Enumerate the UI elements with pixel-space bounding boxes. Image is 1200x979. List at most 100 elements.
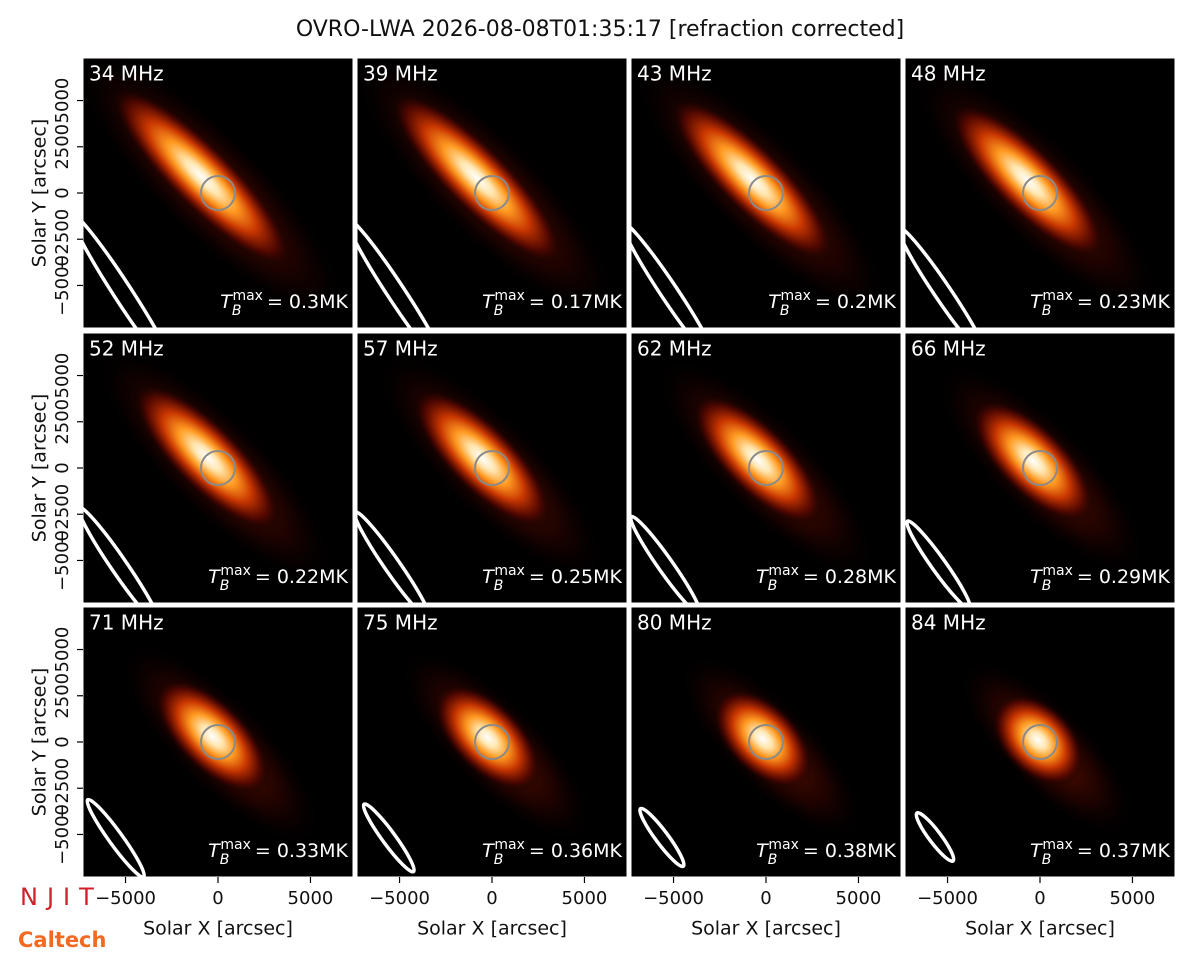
solar-disk (748, 724, 784, 760)
panel-frame (356, 57, 628, 329)
emission (991, 693, 1085, 787)
beam (905, 519, 973, 603)
annotation: TBmax = 0.22MK (208, 563, 348, 594)
annotation-sub: B (220, 852, 230, 868)
annotation-sup: max (494, 563, 525, 579)
logo-njit: NJIT (20, 883, 103, 911)
annotation-symbol: T (1030, 291, 1043, 313)
y-tick-label: 0 (52, 462, 73, 473)
panel (357, 607, 627, 877)
annotation-sup: max (232, 288, 263, 304)
y-tick-label: −2500 (52, 758, 73, 819)
y-tick-label: 5000 (52, 353, 73, 399)
annotation-value: = 0.29MK (1077, 566, 1171, 588)
annotation: TBmax = 0.37MK (1030, 837, 1170, 868)
annotation-sub: B (494, 578, 504, 594)
solar-disk (200, 724, 236, 760)
panel (83, 333, 353, 603)
panel-title: 80 MHz (637, 611, 712, 635)
y-tick-label: 2500 (52, 399, 73, 445)
emission (669, 96, 836, 263)
panel-title: 34 MHz (89, 62, 164, 86)
annotation-sub: B (220, 578, 230, 594)
emission (154, 678, 271, 795)
annotation-sub: B (232, 303, 242, 319)
x-tick-label: 5000 (562, 888, 608, 909)
emission (412, 388, 553, 529)
annotation-symbol: T (482, 840, 495, 862)
annotation-symbol: T (482, 291, 495, 313)
annotation: TBmax = 0.25MK (482, 563, 622, 594)
y-tick-label: 0 (52, 736, 73, 747)
x-tick-label: 0 (212, 888, 223, 909)
panel (631, 333, 901, 603)
annotation-sup: max (220, 563, 251, 579)
y-tick-label: −5000 (52, 530, 73, 591)
x-tick-label: −5000 (95, 888, 156, 909)
y-tick-label: −2500 (52, 484, 73, 545)
annotation-sup: max (1042, 288, 1073, 304)
y-tick-label: 5000 (52, 627, 73, 673)
x-tick-label: −5000 (917, 888, 978, 909)
annotation-sub: B (1042, 578, 1052, 594)
annotation: TBmax = 0.23MK (1030, 288, 1170, 319)
solar-disk (474, 724, 510, 760)
solar-disk (1022, 450, 1058, 486)
panel (357, 333, 627, 603)
annotation: TBmax = 0.38MK (756, 837, 896, 868)
annotation-sup: max (768, 563, 799, 579)
x-axis-label: Solar X [arcsec] (691, 918, 841, 940)
figure-title: OVRO-LWA 2026-08-08T01:35:17 [refraction… (296, 17, 904, 42)
annotation-sub: B (768, 852, 778, 868)
panel-frame (630, 332, 902, 604)
logo-caltech: Caltech (18, 928, 106, 952)
annotation-value: = 0.17MK (529, 291, 623, 313)
annotation-symbol: T (208, 840, 221, 862)
x-axis-label: Solar X [arcsec] (143, 918, 293, 940)
annotation-value: = 0.28MK (803, 566, 897, 588)
panel (905, 607, 1175, 877)
beam (83, 211, 178, 328)
annotation-symbol: T (1030, 566, 1043, 588)
y-tick-label: −2500 (52, 209, 73, 270)
x-tick-label: −5000 (369, 888, 430, 909)
panel-title: 39 MHz (363, 62, 438, 86)
panel-title: 57 MHz (363, 337, 438, 361)
annotation-sub: B (1042, 303, 1052, 319)
beam (83, 505, 163, 603)
panel-title: 62 MHz (637, 337, 712, 361)
panel-title: 75 MHz (363, 611, 438, 635)
panel-frame (356, 332, 628, 604)
y-axis-label: Solar Y [arcsec] (29, 668, 51, 816)
emission (691, 393, 824, 526)
solar-disk (474, 450, 510, 486)
annotation-value: = 0.23MK (1077, 291, 1171, 313)
annotation-sup: max (1042, 563, 1073, 579)
solar-disk (1022, 175, 1058, 211)
beam (85, 797, 147, 877)
panel-title: 66 MHz (911, 337, 986, 361)
emission (132, 382, 282, 532)
annotation-symbol: T (756, 840, 769, 862)
beam (914, 811, 956, 863)
solar-disk (474, 175, 510, 211)
solar-disk (200, 450, 236, 486)
panel (631, 58, 901, 328)
panel-frame (904, 57, 1176, 329)
emission (433, 683, 542, 792)
annotation-sup: max (220, 837, 251, 853)
annotation-sub: B (768, 578, 778, 594)
emission (712, 688, 813, 789)
panel (905, 58, 1175, 328)
panel-title: 52 MHz (89, 337, 164, 361)
annotation-symbol: T (768, 291, 781, 313)
x-tick-label: 5000 (288, 888, 334, 909)
x-tick-label: 0 (760, 888, 771, 909)
panel (631, 607, 901, 877)
annotation-value: = 0.25MK (529, 566, 623, 588)
annotation-sub: B (780, 303, 790, 319)
panel-title: 71 MHz (89, 611, 164, 635)
annotation: TBmax = 0.33MK (208, 837, 348, 868)
emission (390, 91, 565, 266)
